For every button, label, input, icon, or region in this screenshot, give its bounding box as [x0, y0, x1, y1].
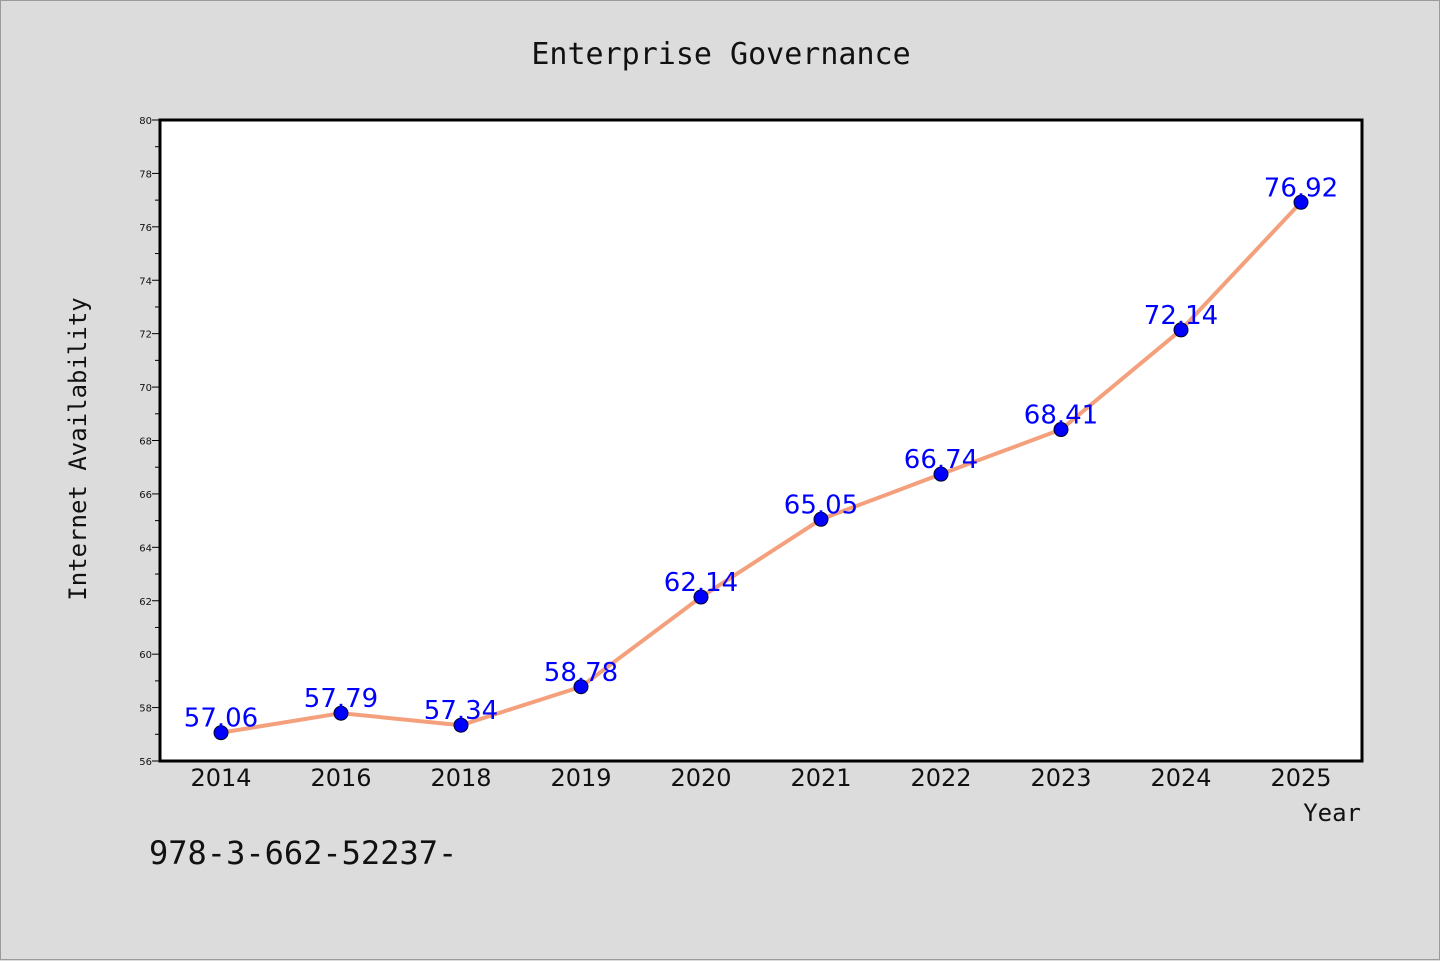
data-label: 66.74	[904, 445, 978, 475]
data-label: 76.92	[1264, 173, 1338, 203]
chart-title: Enterprise Governance	[531, 37, 910, 72]
y-tick-label: 64	[139, 543, 152, 554]
x-tick-label: 2025	[1270, 764, 1331, 792]
y-tick-label: 78	[139, 169, 152, 180]
y-tick-label: 76	[139, 223, 152, 234]
x-tick-label: 2022	[910, 764, 971, 792]
series-line	[219, 200, 1303, 735]
data-point-marker	[1053, 422, 1069, 438]
y-tick-label: 68	[139, 437, 152, 448]
data-point-marker	[933, 466, 949, 482]
data-label: 65.05	[784, 490, 858, 520]
footer-code: 978-3-662-52237-	[149, 834, 457, 872]
data-point-marker	[573, 679, 589, 695]
y-tick-label: 56	[139, 757, 152, 768]
data-point-marker	[1293, 194, 1309, 210]
data-label: 58.78	[544, 658, 618, 688]
data-label: 62.14	[664, 568, 738, 598]
x-tick-label: 2021	[790, 764, 851, 792]
x-tick-label: 2014	[190, 764, 251, 792]
x-tick-label: 2016	[310, 764, 371, 792]
data-label: 68.41	[1024, 401, 1098, 431]
data-point-marker	[693, 589, 709, 605]
y-axis-label: Internet Availability	[64, 297, 92, 600]
y-tick-label: 74	[139, 276, 152, 287]
x-tick-label: 2024	[1150, 764, 1211, 792]
x-tick-label: 2020	[670, 764, 731, 792]
data-point-marker	[213, 725, 229, 741]
y-tick-label: 70	[139, 383, 152, 394]
data-label: 57.06	[184, 704, 258, 734]
plot-area	[158, 118, 1364, 763]
data-point-marker	[333, 705, 349, 721]
data-point-marker	[813, 511, 829, 527]
y-tick-label: 58	[139, 704, 152, 715]
y-axis: 56 58 60 62 64 66 68 70 72 74 76 78 80	[139, 116, 160, 768]
data-label: 72.14	[1144, 301, 1218, 331]
data-label: 57.34	[424, 696, 498, 726]
data-point-marker	[453, 717, 469, 733]
y-tick-label: 60	[139, 650, 152, 661]
y-tick-label: 80	[139, 116, 152, 127]
y-tick-label: 62	[139, 597, 152, 608]
x-axis: 2014 2016 2018 2019 2020 2021 2022 2023 2024 2025	[190, 764, 1331, 792]
y-tick-label: 72	[139, 330, 152, 341]
x-axis-label: Year	[1303, 799, 1361, 827]
x-tick-label: 2023	[1030, 764, 1091, 792]
series-line-group: 57.06 57.79 57.34 58.78 62.14 65.05 66.74 68.41…	[184, 173, 1338, 741]
y-tick-label: 66	[139, 490, 152, 501]
x-tick-label: 2018	[430, 764, 491, 792]
x-tick-label: 2019	[550, 764, 611, 792]
data-point-marker	[1173, 322, 1189, 338]
data-label: 57.79	[304, 684, 378, 714]
